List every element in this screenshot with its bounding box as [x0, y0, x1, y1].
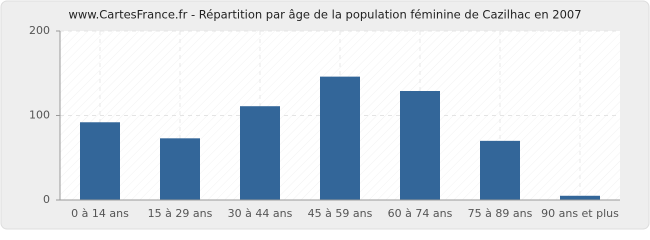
x-tick-label: 45 à 59 ans	[308, 207, 373, 220]
x-tick-label: 0 à 14 ans	[71, 207, 129, 220]
y-tick-label: 100	[29, 109, 50, 122]
x-tick-label: 90 ans et plus	[541, 207, 619, 220]
bar	[480, 140, 520, 200]
y-tick-label: 200	[29, 24, 50, 37]
bar	[80, 122, 120, 200]
bar	[400, 90, 440, 200]
y-tick-label: 0	[43, 193, 50, 206]
x-tick-label: 60 à 74 ans	[388, 207, 453, 220]
bar	[560, 195, 600, 200]
x-tick-label: 15 à 29 ans	[148, 207, 213, 220]
x-tick-label: 30 à 44 ans	[228, 207, 293, 220]
chart: www.CartesFrance.fr - Répartition par âg…	[0, 0, 650, 230]
bar	[160, 138, 200, 200]
bar	[240, 106, 280, 200]
x-tick-label: 75 à 89 ans	[468, 207, 533, 220]
chart-title: www.CartesFrance.fr - Répartition par âg…	[68, 8, 581, 22]
bar	[320, 76, 360, 200]
